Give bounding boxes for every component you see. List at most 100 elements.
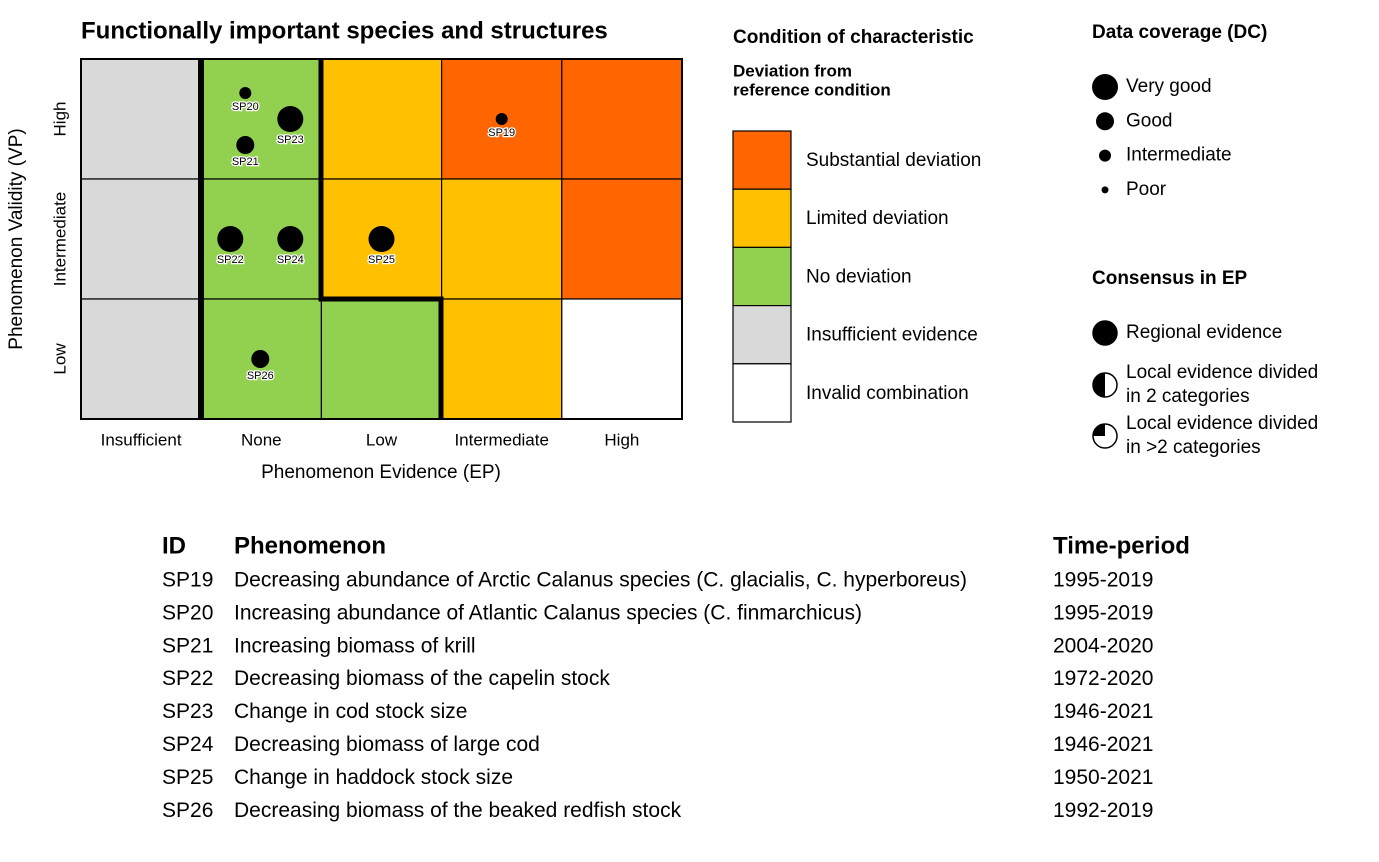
legend-title: Consensus in EP bbox=[1092, 268, 1248, 289]
legend-label: in >2 categories bbox=[1126, 437, 1261, 458]
cell bbox=[200, 58, 322, 180]
legend-label: Invalid combination bbox=[806, 383, 969, 404]
table-cell: SP26 bbox=[162, 799, 213, 822]
legend-subtitle: Deviation from bbox=[733, 61, 852, 80]
legend-label: Regional evidence bbox=[1126, 322, 1282, 343]
x-tick-label: High bbox=[604, 430, 639, 449]
table-cell: SP24 bbox=[162, 733, 214, 756]
table-cell: Increasing biomass of krill bbox=[234, 634, 476, 657]
boundary-line bbox=[318, 58, 444, 420]
legend-label: Local evidence divided bbox=[1126, 413, 1318, 434]
legend-swatch bbox=[732, 305, 792, 365]
point bbox=[495, 113, 508, 125]
table-cell: SP21 bbox=[162, 634, 213, 657]
legend-symbol bbox=[1092, 320, 1118, 346]
table-cell: SP20 bbox=[162, 601, 213, 624]
boundaries bbox=[80, 58, 683, 420]
table-cell: 1946-2021 bbox=[1053, 733, 1153, 756]
cell bbox=[561, 178, 683, 300]
legend-label: Very good bbox=[1126, 76, 1212, 97]
table-cell: SP22 bbox=[162, 667, 213, 690]
legend-swatch bbox=[732, 130, 792, 190]
table-cell: Decreasing biomass of the capelin stock bbox=[234, 667, 610, 690]
legend-symbol bbox=[1093, 373, 1105, 397]
legend-label: in 2 categories bbox=[1126, 386, 1250, 407]
table-cell: Increasing abundance of Atlantic Calanus… bbox=[234, 601, 862, 624]
legend-symbol bbox=[1093, 424, 1105, 436]
legend-subtitle: reference condition bbox=[733, 80, 891, 99]
table-cell: 1972-2020 bbox=[1053, 667, 1153, 690]
grid-frame bbox=[80, 58, 683, 420]
legend-label: Substantial deviation bbox=[806, 150, 981, 171]
point-label: SP20 bbox=[232, 101, 259, 113]
cell bbox=[561, 58, 683, 180]
table-cell: SP25 bbox=[162, 766, 213, 789]
y-axis-label: Phenomenon Validity (VP) bbox=[6, 128, 27, 349]
table-header: Time-period bbox=[1053, 532, 1190, 559]
table-cell: 1995-2019 bbox=[1053, 569, 1153, 592]
x-tick-label: None bbox=[241, 430, 282, 449]
legend-label: Poor bbox=[1126, 179, 1167, 200]
legend-swatch bbox=[732, 188, 792, 248]
table-cell: 1946-2021 bbox=[1053, 700, 1153, 723]
point-label: SP26 bbox=[247, 370, 274, 382]
cell bbox=[320, 58, 443, 180]
point bbox=[277, 106, 304, 132]
point-label: SP22 bbox=[217, 254, 244, 266]
table-cell: Decreasing biomass of the beaked redfish… bbox=[234, 799, 682, 822]
table-cell: 1995-2019 bbox=[1053, 601, 1153, 624]
table-cell: Decreasing biomass of large cod bbox=[234, 733, 540, 756]
point-label: SP25 bbox=[368, 254, 395, 266]
legend-title: Data coverage (DC) bbox=[1092, 22, 1267, 43]
table-cell: 1992-2019 bbox=[1053, 799, 1153, 822]
y-tick-label: Intermediate bbox=[50, 192, 69, 287]
table-cell: Change in haddock stock size bbox=[234, 766, 513, 789]
table-cell: Change in cod stock size bbox=[234, 700, 467, 723]
legend-label: Limited deviation bbox=[806, 208, 949, 229]
point-label: SP21 bbox=[232, 156, 259, 168]
legend-dot bbox=[1099, 149, 1111, 162]
y-tick-label: Low bbox=[50, 343, 69, 375]
table-cell: SP19 bbox=[162, 569, 213, 592]
point bbox=[236, 136, 255, 154]
point bbox=[251, 350, 270, 368]
table-cell: Decreasing abundance of Arctic Calanus s… bbox=[234, 569, 967, 592]
title: Functionally important species and struc… bbox=[81, 17, 608, 44]
cell bbox=[561, 298, 683, 420]
legend-label: Good bbox=[1126, 110, 1172, 131]
legend-title: Condition of characteristic bbox=[733, 27, 974, 48]
cell bbox=[80, 58, 202, 180]
table-header: Phenomenon bbox=[234, 532, 386, 559]
legend-label: Insufficient evidence bbox=[806, 325, 978, 346]
legend-label: No deviation bbox=[806, 266, 912, 287]
cell bbox=[441, 298, 563, 420]
point bbox=[277, 226, 304, 252]
legend-dot bbox=[1092, 74, 1118, 100]
legend-label: Intermediate bbox=[1126, 145, 1232, 166]
table-cell: SP23 bbox=[162, 700, 213, 723]
table-header: ID bbox=[162, 532, 186, 559]
legend-swatch bbox=[732, 246, 792, 307]
point-label: SP24 bbox=[277, 254, 304, 266]
cell bbox=[320, 298, 443, 420]
point-label: SP19 bbox=[488, 127, 515, 139]
x-tick-label: Insufficient bbox=[101, 430, 182, 449]
x-tick-label: Low bbox=[366, 430, 398, 449]
y-tick-label: High bbox=[50, 102, 69, 137]
point-label: SP23 bbox=[277, 134, 304, 146]
cell bbox=[441, 178, 563, 300]
legend-label: Local evidence divided bbox=[1126, 362, 1318, 383]
x-tick-label: Intermediate bbox=[454, 430, 549, 449]
point bbox=[217, 226, 244, 252]
legend-swatch bbox=[732, 363, 792, 423]
cell bbox=[80, 298, 202, 420]
legend-dot bbox=[1101, 186, 1109, 194]
table-cell: 2004-2020 bbox=[1053, 634, 1153, 657]
point bbox=[368, 226, 395, 252]
table-cell: 1950-2021 bbox=[1053, 766, 1153, 789]
legend-dot bbox=[1096, 112, 1114, 131]
cell bbox=[80, 178, 202, 300]
x-axis-label: Phenomenon Evidence (EP) bbox=[261, 462, 501, 483]
point bbox=[239, 87, 252, 99]
